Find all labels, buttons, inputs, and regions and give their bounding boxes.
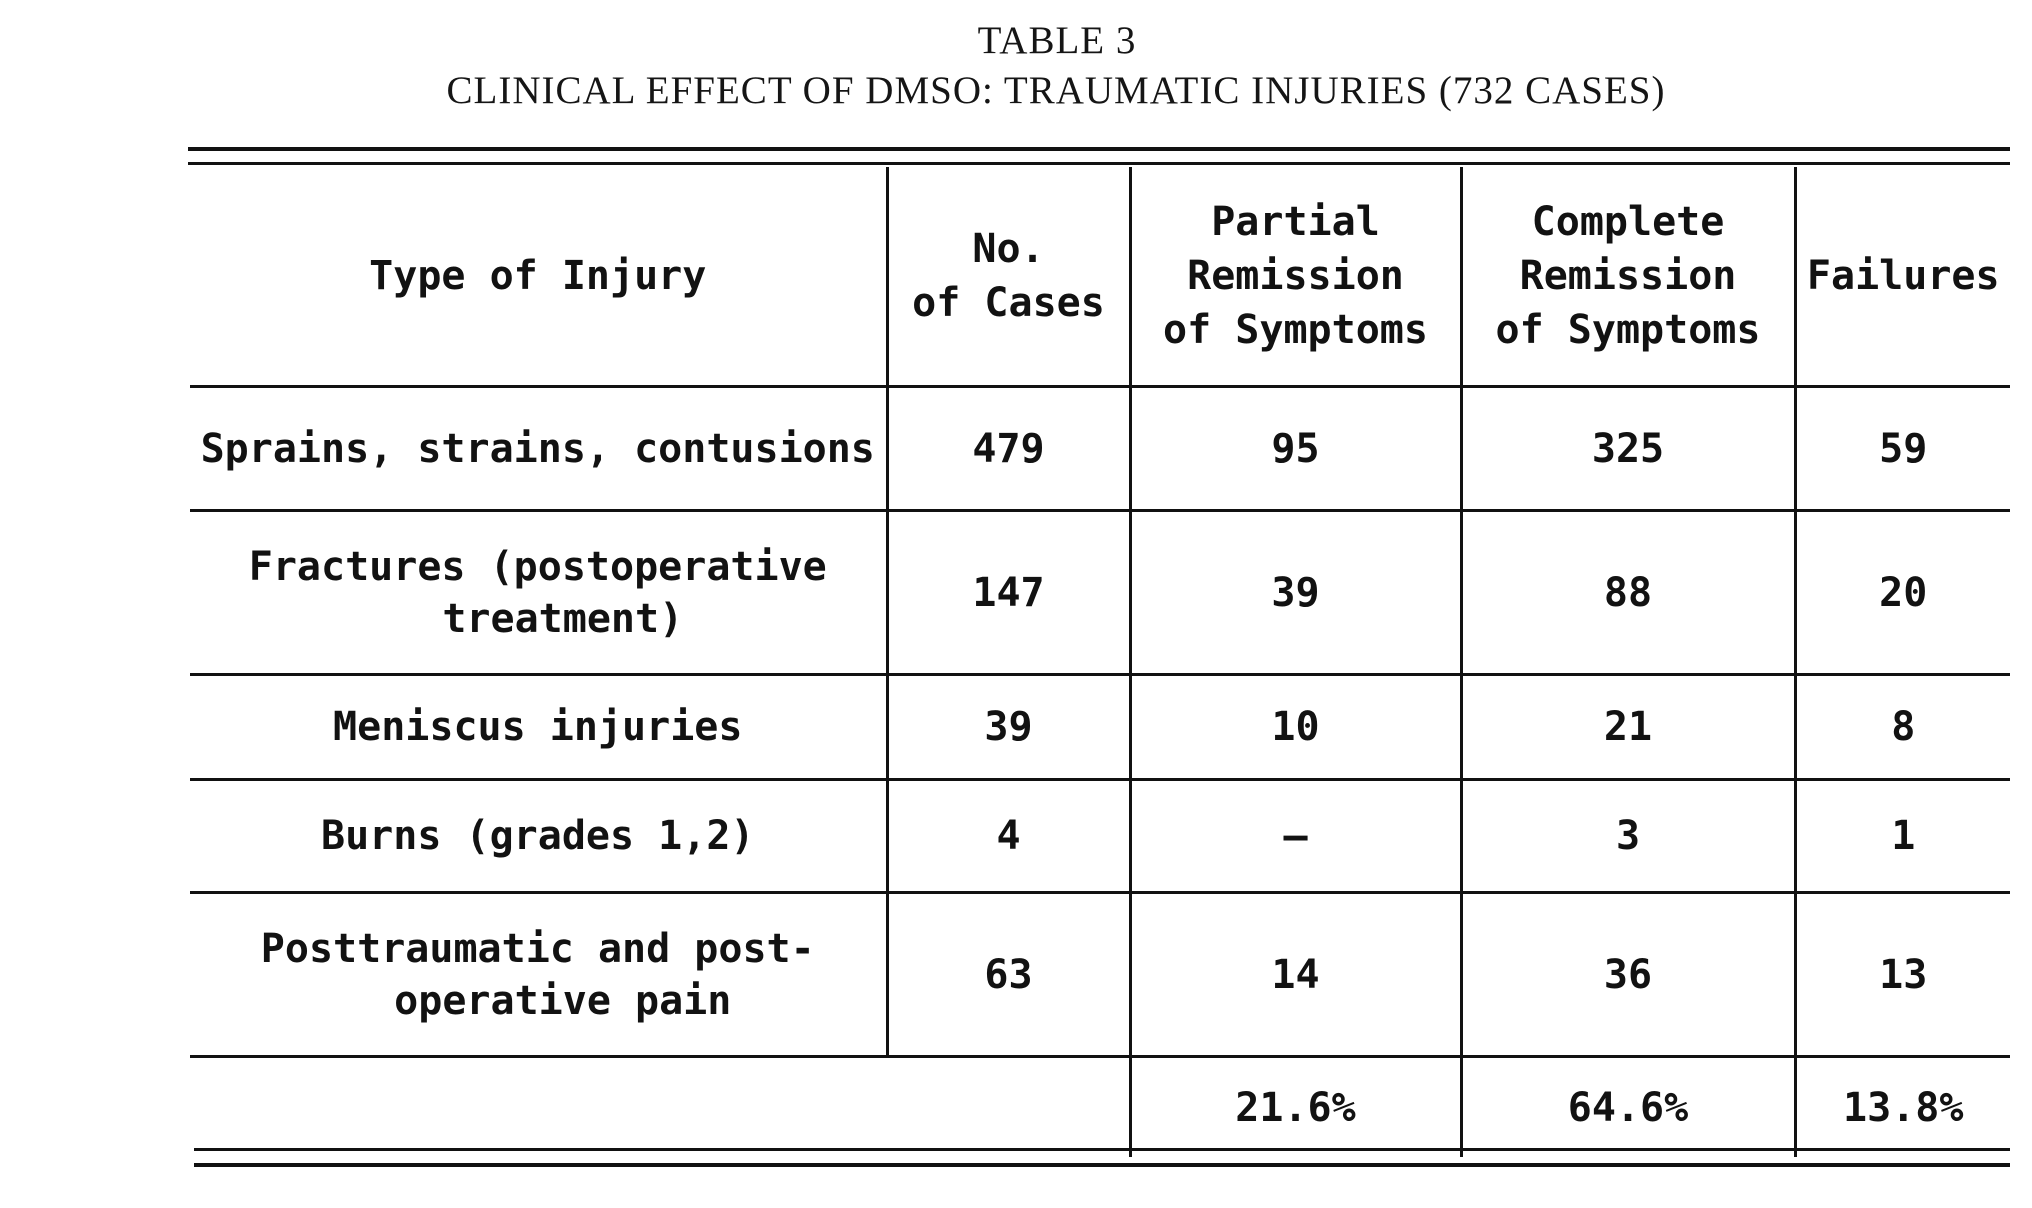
table-number: TABLE 3 <box>977 19 1137 62</box>
totals-blank-cell <box>190 1056 1132 1157</box>
header-no-of-cases: No. of Cases <box>887 167 1132 388</box>
cell-type-line2: treatment) <box>442 595 684 642</box>
cell-type: Burns (grades 1,2) <box>190 779 889 894</box>
header-partial-line1: Partial <box>1211 199 1380 245</box>
header-partial-line3: of Symptoms <box>1163 307 1428 353</box>
cell-type-line1: Fractures (postoperative <box>248 543 827 590</box>
cell-cases: 63 <box>887 892 1132 1058</box>
header-partial-remission: Partial Remission of Symptoms <box>1130 167 1463 388</box>
cell-partial: 10 <box>1130 674 1463 781</box>
cell-type-line1: Posttraumatic and post- <box>260 925 815 972</box>
totals-row: 21.6% 64.6% 13.8% <box>190 1056 2010 1157</box>
header-type-label: Type of Injury <box>369 253 707 299</box>
cell-type: Meniscus injuries <box>190 674 889 781</box>
header-type-of-injury: Type of Injury <box>190 167 889 388</box>
cell-complete: 36 <box>1461 892 1797 1058</box>
cell-complete: 325 <box>1461 386 1797 512</box>
cell-failures: 13 <box>1795 892 2010 1058</box>
header-complete-remission: Complete Remission of Symptoms <box>1461 167 1797 388</box>
table-row: Sprains, strains, contusions 479 95 325 … <box>190 386 2010 512</box>
top-rule-outer <box>188 147 2010 151</box>
header-partial-line2: Remission <box>1187 253 1404 299</box>
cell-partial: 14 <box>1130 892 1463 1058</box>
cell-failures: 1 <box>1795 779 2010 894</box>
cell-type-line2: operative pain <box>394 977 732 1024</box>
cell-partial: — <box>1130 779 1463 894</box>
cell-complete: 21 <box>1461 674 1797 781</box>
header-complete-line2: Remission <box>1519 253 1737 299</box>
header-complete-line3: of Symptoms <box>1495 307 1761 353</box>
cell-partial: 39 <box>1130 510 1463 676</box>
cell-failures: 59 <box>1795 386 2010 512</box>
cell-type: Posttraumatic and post- operative pain <box>190 892 889 1058</box>
cell-cases: 39 <box>887 674 1132 781</box>
cell-complete: 3 <box>1461 779 1797 894</box>
bottom-rule-inner <box>194 1148 2010 1151</box>
header-complete-line1: Complete <box>1531 199 1725 245</box>
header-row: Type of Injury No. of Cases Partial Remi… <box>190 167 2010 388</box>
cell-type-line1: Meniscus injuries <box>333 704 743 750</box>
table-row: Fractures (postoperative treatment) 147 … <box>190 510 2010 676</box>
header-failures: Failures <box>1795 167 2010 388</box>
total-complete: 64.6% <box>1461 1056 1797 1157</box>
header-cases-line1: No. <box>972 226 1045 272</box>
cell-cases: 4 <box>887 779 1132 894</box>
cell-cases: 147 <box>887 510 1132 676</box>
table-row: Burns (grades 1,2) 4 — 3 1 <box>190 779 2010 894</box>
cell-type: Sprains, strains, contusions <box>190 386 889 512</box>
total-failures: 13.8% <box>1843 1084 1964 1131</box>
table-caption: CLINICAL EFFECT OF DMSO: TRAUMATIC INJUR… <box>446 69 1666 112</box>
cell-type-line1: Burns (grades 1,2) <box>321 813 755 859</box>
bottom-rule-outer <box>194 1163 2010 1167</box>
table-row: Posttraumatic and post- operative pain 6… <box>190 892 2010 1058</box>
injury-table: Type of Injury No. of Cases Partial Remi… <box>190 167 2010 1157</box>
cell-cases: 479 <box>887 386 1132 512</box>
cell-failures: 20 <box>1795 510 2010 676</box>
header-failures-label: Failures <box>1806 253 2000 299</box>
cell-partial: 95 <box>1130 386 1463 512</box>
cell-failures: 8 <box>1795 674 2010 781</box>
cell-type-line1: Sprains, strains, contusions <box>200 425 875 472</box>
total-partial: 21.6% <box>1130 1056 1463 1157</box>
cell-type: Fractures (postoperative treatment) <box>190 510 889 676</box>
top-rule-inner <box>188 162 2010 165</box>
header-cases-line2: of Cases <box>912 280 1105 326</box>
cell-complete: 88 <box>1461 510 1797 676</box>
table-row: Meniscus injuries 39 10 21 8 <box>190 674 2010 781</box>
